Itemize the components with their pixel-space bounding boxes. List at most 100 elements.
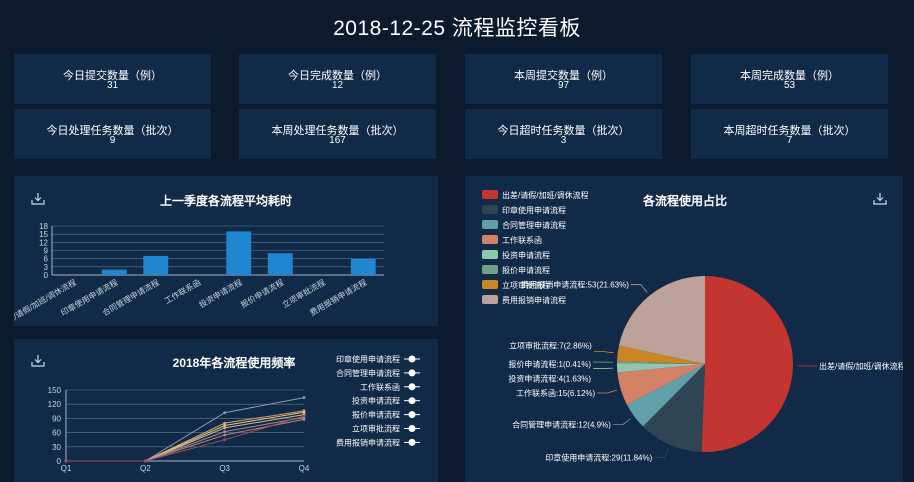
stat-label: 本周提交数量（例） <box>514 70 613 82</box>
slice-label: 工作联系函:15(6.12%) <box>516 388 595 398</box>
slice-label: 合同管理申请流程:12(4.9%) <box>512 419 611 429</box>
legend-swatch <box>482 190 498 199</box>
pie-slice <box>701 276 793 452</box>
series-point <box>223 421 227 425</box>
label-leader <box>593 351 614 354</box>
pie-chart: 出差/请假/加班/调休流程印章使用申请流程合同管理申请流程工作联系函投资申请流程… <box>482 190 903 463</box>
y-tick-label: 150 <box>48 386 62 395</box>
page-title: 2018-12-25 流程监控看板 <box>333 17 581 40</box>
pie-slice <box>617 363 705 373</box>
bar <box>350 258 376 275</box>
stat-value: 31 <box>106 80 119 91</box>
series-line <box>66 397 305 462</box>
legend-label: 投资申请流程 <box>352 396 400 406</box>
stat-value: 97 <box>557 80 570 91</box>
pie-slice <box>618 276 705 364</box>
stat-card-today-overtime: 今日超时任务数量（批次） 3 <box>465 109 662 159</box>
series-point <box>302 417 306 421</box>
avg-duration-panel: 上一季度各流程平均耗时 0 3 6 9 12 15 18 出差/请假/加班/调休流程 印章使用申… <box>14 176 438 326</box>
pie-slice <box>626 364 705 427</box>
legend-swatch <box>482 205 498 214</box>
y-tick-label: 30 <box>52 443 61 452</box>
y-tick-label: 6 <box>44 255 49 264</box>
legend-swatch <box>482 265 498 274</box>
legend-label: 费用报销申请流程 <box>336 437 400 447</box>
y-tick-label: 12 <box>39 238 48 247</box>
legend-swatch <box>482 220 498 229</box>
line-chart-title: 2018年各流程使用频率 <box>172 356 296 370</box>
slice-label: 立项审批流程:7(2.86%) <box>509 341 592 351</box>
y-tick-label: 0 <box>57 457 62 466</box>
y-tick-label: 90 <box>52 414 61 423</box>
stat-value: 7 <box>786 135 793 146</box>
pie-slice <box>617 361 705 364</box>
series-point <box>223 411 227 415</box>
x-tick-label: Q4 <box>299 464 310 473</box>
legend-swatch-marker <box>408 397 416 405</box>
legend-swatch <box>482 280 498 289</box>
y-tick-label: 15 <box>39 230 48 239</box>
legend-label: 合同管理申请流程 <box>336 368 400 378</box>
legend-label: 工作联系函 <box>502 235 542 245</box>
bar <box>143 255 169 275</box>
download-icon[interactable] <box>31 355 45 367</box>
stat-card-today-tasks: 今日处理任务数量（批次） 9 <box>14 109 211 159</box>
series-line <box>66 418 305 462</box>
pie-slice <box>642 364 705 452</box>
y-tick-label: 0 <box>44 271 49 280</box>
stat-value: 53 <box>783 80 796 91</box>
series-line <box>66 416 305 462</box>
bar <box>101 269 127 275</box>
series-point <box>223 426 227 430</box>
slice-label: 费用报销申请流程:53(21.63%) <box>521 280 629 290</box>
pie-slice <box>617 345 705 364</box>
series-point <box>143 459 147 463</box>
legend-label: 投资申请流程 <box>502 250 550 260</box>
legend-label: 费用报销申请流程 <box>502 295 566 305</box>
slice-label: 出差/请假/加班/调休流程:124(50.61%) <box>819 361 903 371</box>
label-leader <box>630 284 648 293</box>
stat-label: 今日处理任务数量（批次） <box>46 125 179 137</box>
x-tick-label: 出差/请假/加班/调休流程 <box>14 277 78 326</box>
stat-label: 本周处理任务数量（批次） <box>271 125 404 137</box>
legend-label: 报价申请流程 <box>352 410 400 420</box>
series-point <box>302 396 306 399</box>
x-tick-label: Q2 <box>140 464 151 473</box>
legend-label: 报价申请流程 <box>502 265 550 275</box>
download-icon[interactable] <box>31 193 45 205</box>
legend-swatch-marker <box>408 425 416 432</box>
usage-share-panel: 各流程使用占比 出差/请假/加班/调休流程 印章使用申请流程 合同管理申请流程 工作联… <box>465 176 903 482</box>
line-chart: 0 30 60 90 120 150 Q1 Q2 Q3 Q4 印章使用申请流程合同管理申请流程工作联… <box>48 354 420 473</box>
y-tick-label: 18 <box>39 222 48 231</box>
label-leader <box>654 448 669 458</box>
stat-card-today-completed: 今日完成数量（例） 12 <box>239 54 436 104</box>
x-tick-label: 报价申请流程 <box>239 277 286 310</box>
legend-label: 工作联系函 <box>360 382 400 392</box>
legend-label: 印章使用申请流程 <box>336 354 400 364</box>
stat-card-week-overtime: 本周超时任务数量（批次） 7 <box>691 109 888 159</box>
stat-value: 167 <box>329 135 346 146</box>
stat-card-week-tasks: 本周处理任务数量（批次） 167 <box>239 109 436 159</box>
legend-swatch-marker <box>408 369 416 377</box>
stat-label: 今日完成数量（例） <box>288 70 387 82</box>
stat-value: 9 <box>109 135 116 146</box>
frequency-panel: 2018年各流程使用频率 0 30 60 90 120 150 Q1 Q2 Q3 Q4 印章使用申请… <box>14 339 438 482</box>
stat-label: 本周超时任务数量（批次） <box>723 125 856 137</box>
series-point <box>302 410 306 414</box>
stat-label: 今日超时任务数量（批次） <box>497 125 630 137</box>
legend-swatch-marker <box>408 438 416 446</box>
slice-label: 印章使用申请流程:29(11.84%) <box>545 453 652 463</box>
legend-swatch-marker <box>408 355 416 363</box>
legend-label: 出差/请假/加班/调休流程 <box>502 190 589 200</box>
pie-slice <box>617 364 705 405</box>
legend-label: 立项审批流程 <box>352 424 400 434</box>
legend-swatch <box>482 295 498 304</box>
y-tick-label: 60 <box>52 429 61 438</box>
download-icon[interactable] <box>873 193 887 205</box>
bar-chart: 0369121518出差/请假/加班/调休流程印章使用申请流程合同管理申请流程工… <box>14 222 384 326</box>
legend-swatch <box>482 250 498 259</box>
series-line <box>66 415 305 462</box>
stat-value: 12 <box>331 80 344 91</box>
legend-swatch <box>482 235 498 244</box>
x-tick-label: 投资申请流程 <box>197 277 244 310</box>
